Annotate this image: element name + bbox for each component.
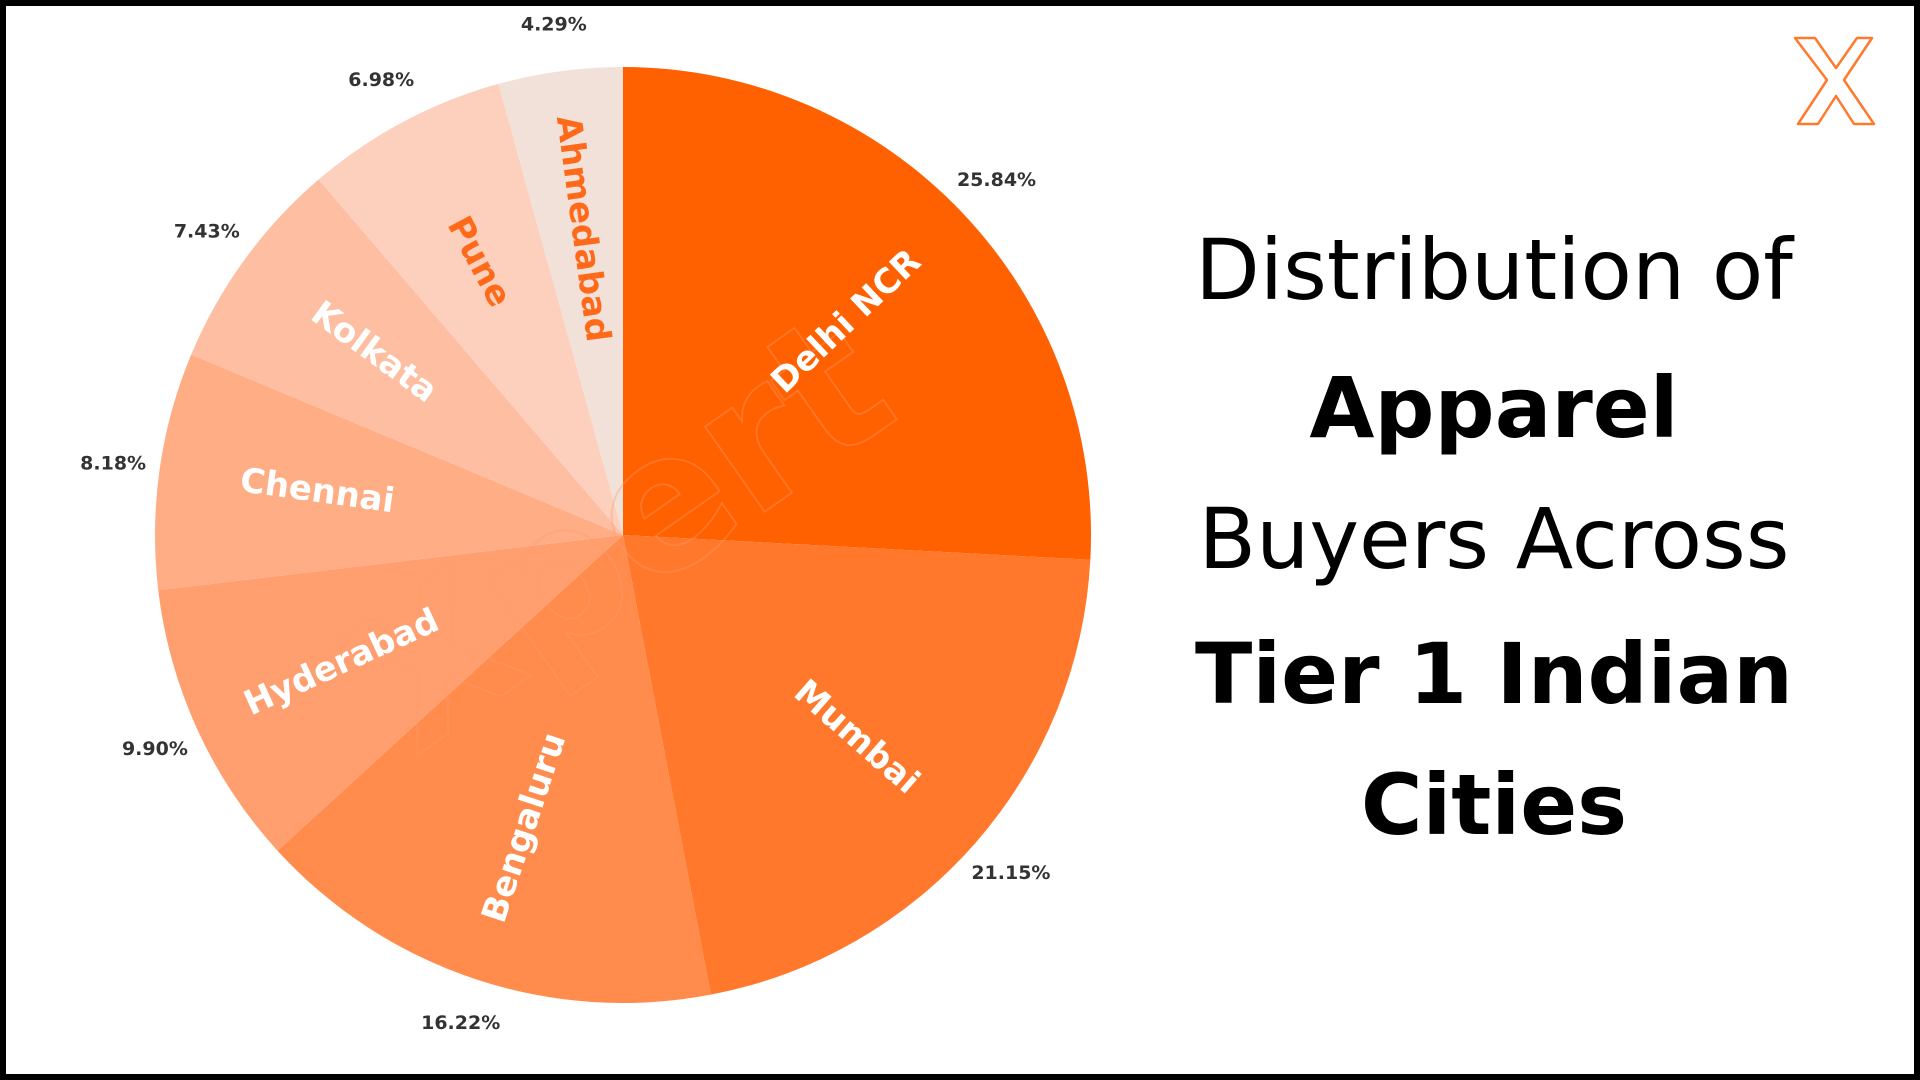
pie-slice [318, 83, 623, 535]
title-line: Apparel [1309, 359, 1678, 457]
title-line: Tier 1 Indian [1195, 625, 1793, 723]
value-label: 21.15% [971, 862, 1050, 884]
pie-slice [191, 179, 623, 535]
value-label: 6.98% [348, 69, 414, 91]
pie-slice [623, 67, 1091, 560]
title-line: Cities [1361, 756, 1627, 854]
logo-mark [1793, 36, 1876, 126]
pie-slice [158, 535, 624, 851]
pie-slice [498, 67, 623, 535]
pie-slice [277, 535, 711, 1004]
pie-slice [623, 535, 1091, 995]
logo [1793, 36, 1876, 126]
value-label: 4.29% [521, 13, 587, 35]
pie-slice [155, 354, 623, 591]
value-label: 9.90% [122, 738, 188, 760]
value-label: 25.84% [957, 169, 1036, 191]
value-label: 8.18% [80, 452, 146, 474]
value-label: 7.43% [174, 221, 240, 243]
value-label: 16.22% [421, 1012, 500, 1034]
title-line: Distribution of [1195, 221, 1795, 319]
title-line: Buyers Across [1198, 490, 1789, 588]
